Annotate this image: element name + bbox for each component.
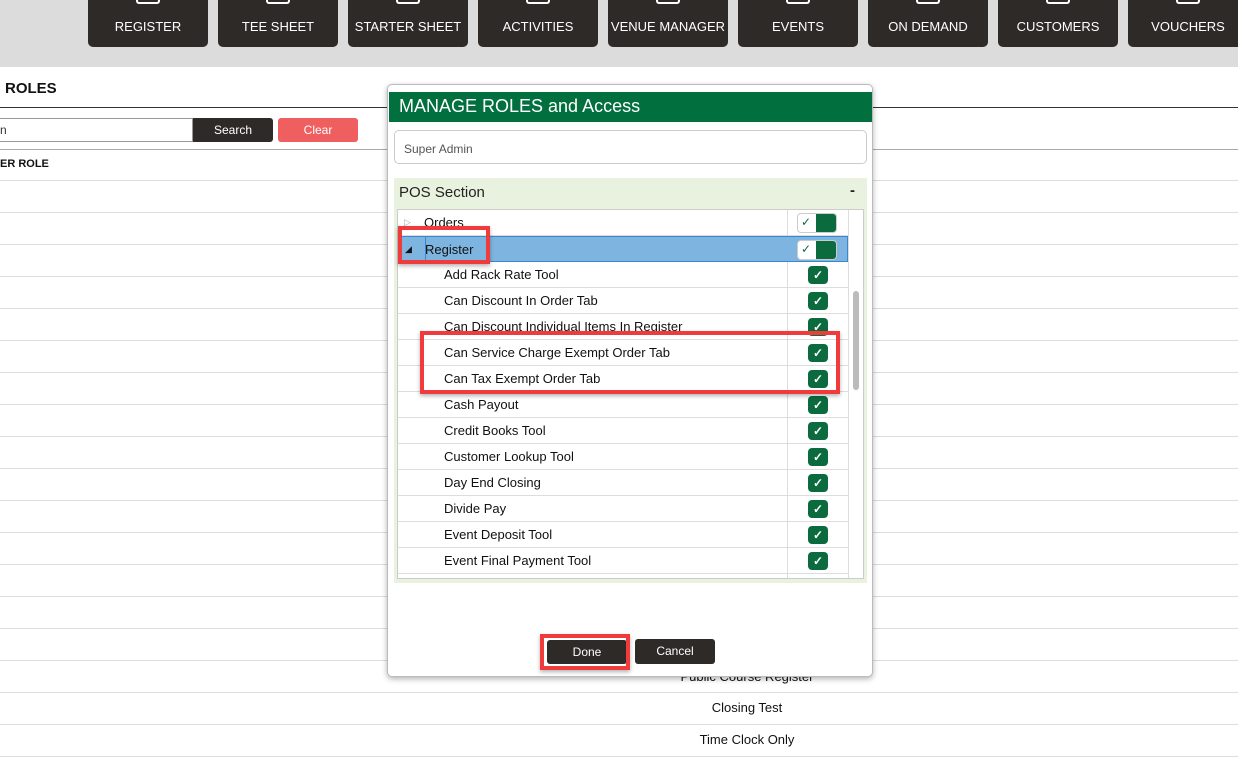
toggle-orders[interactable]: ✓ bbox=[797, 213, 837, 233]
check-icon: ✓ bbox=[801, 242, 812, 256]
permission-label: Event Final Payment Tool bbox=[444, 553, 592, 568]
row-divider bbox=[0, 756, 1238, 757]
tree-node-orders[interactable]: ▷ Orders ✓ bbox=[398, 210, 848, 236]
nav-icon bbox=[136, 0, 160, 4]
nav-label: STARTER SHEET bbox=[354, 19, 462, 34]
permission-row[interactable]: Can Discount Individual Items In Registe… bbox=[398, 314, 848, 340]
checkbox-checked[interactable]: ✓ bbox=[808, 500, 828, 518]
nav-icon bbox=[526, 0, 550, 4]
permissions-tree: ▷ Orders ✓ ◢ Register ✓ Add Rack Rate To… bbox=[394, 207, 867, 583]
node-label: Register bbox=[425, 242, 474, 257]
checkbox-checked[interactable]: ✓ bbox=[808, 292, 828, 310]
permission-label: Customer Lookup Tool bbox=[444, 449, 574, 464]
nav-icon bbox=[656, 0, 680, 4]
nav-label: REGISTER bbox=[114, 19, 182, 34]
top-nav: REGISTER TEE SHEET STARTER SHEET ACTIVITIES… bbox=[0, 0, 1238, 67]
checkbox-checked[interactable]: ✓ bbox=[808, 552, 828, 570]
nav-label: VOUCHERS bbox=[1151, 19, 1225, 34]
nav-icon bbox=[916, 0, 940, 4]
permission-label: Add Rack Rate Tool bbox=[444, 267, 559, 282]
nav-icon bbox=[266, 0, 290, 4]
page-title: ROLES bbox=[5, 80, 57, 97]
clear-button[interactable]: Clear bbox=[278, 118, 358, 142]
nav-venue-manager[interactable]: VENUE MANAGER bbox=[608, 0, 728, 47]
permission-row[interactable]: Day End Closing ✓ bbox=[398, 470, 848, 496]
permission-label: Divide Pay bbox=[444, 501, 507, 516]
permission-row[interactable]: Cash Payout ✓ bbox=[398, 392, 848, 418]
permission-row[interactable]: Customer Lookup Tool ✓ bbox=[398, 444, 848, 470]
nav-label: ON DEMAND bbox=[888, 19, 968, 34]
permission-label: Can Service Charge Exempt Order Tab bbox=[444, 345, 670, 360]
permission-label: Can Discount Individual Items In Registe… bbox=[444, 319, 683, 334]
checkbox-checked[interactable]: ✓ bbox=[808, 578, 828, 579]
role-name-input[interactable]: Super Admin bbox=[394, 130, 867, 164]
checkbox-checked[interactable]: ✓ bbox=[808, 396, 828, 414]
checkbox-checked[interactable]: ✓ bbox=[808, 318, 828, 336]
check-icon: ✓ bbox=[801, 215, 812, 229]
permission-label: Can Discount In Order Tab bbox=[444, 293, 598, 308]
tree-node-register[interactable]: ◢ Register ✓ bbox=[398, 236, 848, 262]
nav-icon bbox=[396, 0, 420, 4]
nav-icon bbox=[1176, 0, 1200, 4]
search-input[interactable]: n bbox=[0, 118, 193, 142]
nav-events[interactable]: EVENTS bbox=[738, 0, 858, 47]
permission-label: Can Tax Exempt Order Tab bbox=[444, 371, 601, 386]
scrollbar[interactable] bbox=[848, 210, 863, 578]
table-row[interactable]: Closing Test bbox=[711, 700, 783, 715]
nav-activities[interactable]: ACTIVITIES bbox=[478, 0, 598, 47]
permission-row[interactable]: Credit Books Tool ✓ bbox=[398, 418, 848, 444]
nav-label: ACTIVITIES bbox=[502, 19, 574, 34]
row-divider bbox=[0, 692, 1238, 693]
checkbox-checked[interactable]: ✓ bbox=[808, 474, 828, 492]
nav-on-demand[interactable]: ON DEMAND bbox=[868, 0, 988, 47]
table-row[interactable]: Time Clock Only bbox=[699, 732, 795, 747]
nav-label: VENUE MANAGER bbox=[610, 19, 726, 34]
manage-roles-modal: MANAGE ROLES and Access Super Admin POS … bbox=[387, 84, 873, 677]
collapse-arrow-icon[interactable]: ◢ bbox=[405, 244, 412, 254]
expand-arrow-icon[interactable]: ▷ bbox=[404, 217, 411, 227]
search-button[interactable]: Search bbox=[193, 118, 273, 142]
checkbox-checked[interactable]: ✓ bbox=[808, 344, 828, 362]
nav-register[interactable]: REGISTER bbox=[88, 0, 208, 47]
nav-label: CUSTOMERS bbox=[1016, 19, 1100, 34]
row-divider bbox=[0, 724, 1238, 725]
nav-icon bbox=[786, 0, 810, 4]
pos-section-header[interactable]: POS Section - bbox=[394, 178, 867, 207]
nav-tee-sheet[interactable]: TEE SHEET bbox=[218, 0, 338, 47]
permission-row[interactable]: Can Discount In Order Tab ✓ bbox=[398, 288, 848, 314]
nav-icon bbox=[1046, 0, 1070, 4]
permission-row[interactable]: Divide Pay ✓ bbox=[398, 496, 848, 522]
done-button[interactable]: Done bbox=[547, 640, 627, 664]
permission-row[interactable]: Can Tax Exempt Order Tab ✓ bbox=[398, 366, 848, 392]
section-title: POS Section bbox=[399, 184, 485, 201]
checkbox-checked[interactable]: ✓ bbox=[808, 266, 828, 284]
permission-label: Cash Payout bbox=[444, 397, 519, 412]
scrollbar-thumb[interactable] bbox=[853, 291, 859, 390]
collapse-button[interactable]: - bbox=[850, 182, 855, 199]
checkbox-checked[interactable]: ✓ bbox=[808, 526, 828, 544]
nav-label: TEE SHEET bbox=[241, 19, 315, 34]
node-label: Orders bbox=[424, 215, 464, 230]
permission-row[interactable]: Event Deposit Tool ✓ bbox=[398, 522, 848, 548]
modal-title: MANAGE ROLES and Access bbox=[389, 92, 872, 122]
nav-label: EVENTS bbox=[771, 19, 824, 34]
checkbox-checked[interactable]: ✓ bbox=[808, 448, 828, 466]
permission-label: Event Deposit Tool bbox=[444, 527, 553, 542]
checkbox-checked[interactable]: ✓ bbox=[808, 422, 828, 440]
permission-row[interactable]: ✓ bbox=[398, 574, 848, 579]
nav-starter-sheet[interactable]: STARTER SHEET bbox=[348, 0, 468, 47]
permission-label: Day End Closing bbox=[444, 475, 541, 490]
nav-vouchers[interactable]: VOUCHERS bbox=[1128, 0, 1238, 47]
toggle-register[interactable]: ✓ bbox=[797, 240, 837, 260]
nav-customers[interactable]: CUSTOMERS bbox=[998, 0, 1118, 47]
column-header-role: ER ROLE bbox=[0, 158, 49, 170]
permission-row[interactable]: Add Rack Rate Tool ✓ bbox=[398, 262, 848, 288]
permission-label: Credit Books Tool bbox=[444, 423, 546, 438]
cancel-button[interactable]: Cancel bbox=[635, 639, 715, 664]
permission-row[interactable]: Can Service Charge Exempt Order Tab ✓ bbox=[398, 340, 848, 366]
permission-row[interactable]: Event Final Payment Tool ✓ bbox=[398, 548, 848, 574]
checkbox-checked[interactable]: ✓ bbox=[808, 370, 828, 388]
